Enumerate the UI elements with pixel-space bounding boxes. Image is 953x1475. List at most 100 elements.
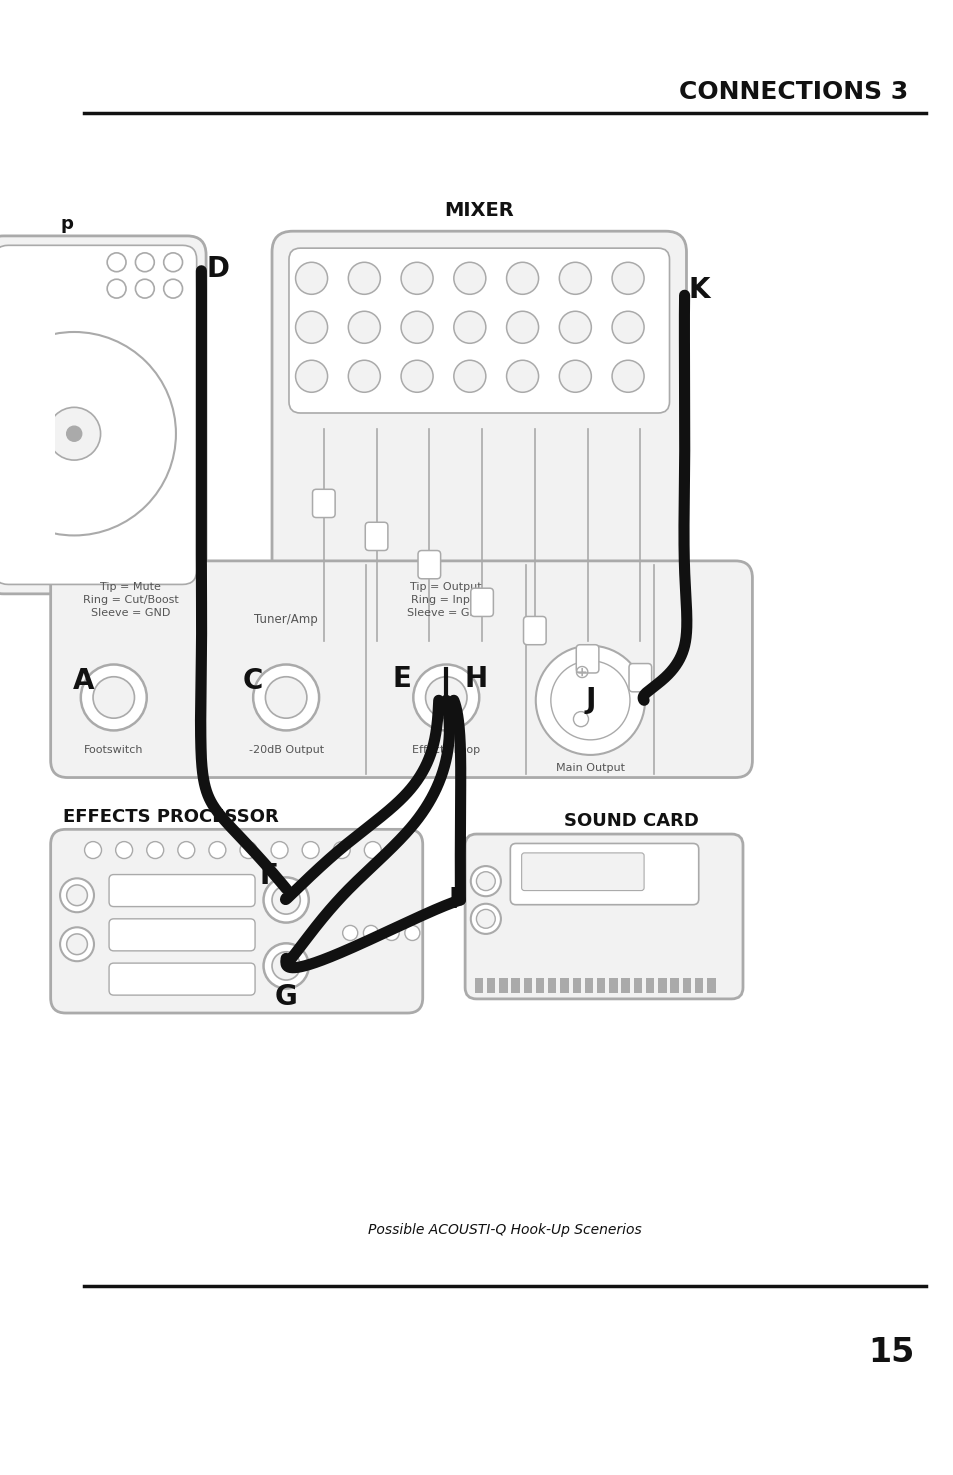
FancyBboxPatch shape: [576, 645, 598, 673]
Circle shape: [612, 263, 643, 295]
FancyBboxPatch shape: [109, 963, 254, 996]
Text: Effects Loop: Effects Loop: [412, 745, 480, 755]
Circle shape: [342, 925, 357, 941]
Circle shape: [253, 665, 319, 730]
Circle shape: [67, 934, 88, 954]
Circle shape: [413, 665, 478, 730]
FancyBboxPatch shape: [584, 978, 593, 993]
FancyBboxPatch shape: [694, 978, 702, 993]
Circle shape: [573, 711, 588, 727]
Circle shape: [454, 263, 485, 295]
Text: Tip = Output: Tip = Output: [410, 581, 481, 591]
Circle shape: [265, 677, 307, 718]
Text: EFFECTS PROCESSOR: EFFECTS PROCESSOR: [63, 808, 278, 826]
Circle shape: [263, 944, 309, 988]
Text: E: E: [392, 665, 411, 693]
Circle shape: [135, 252, 154, 271]
FancyBboxPatch shape: [272, 232, 686, 655]
Circle shape: [363, 925, 378, 941]
Circle shape: [209, 842, 226, 858]
FancyBboxPatch shape: [0, 245, 196, 584]
Text: Ring = Cut/Boost: Ring = Cut/Boost: [83, 594, 178, 605]
Circle shape: [348, 360, 380, 392]
Circle shape: [506, 263, 538, 295]
FancyBboxPatch shape: [523, 978, 532, 993]
Circle shape: [454, 360, 485, 392]
FancyBboxPatch shape: [658, 978, 666, 993]
Text: SOUND CARD: SOUND CARD: [564, 813, 699, 830]
Circle shape: [558, 311, 591, 344]
FancyBboxPatch shape: [523, 617, 545, 645]
Circle shape: [400, 360, 433, 392]
FancyBboxPatch shape: [498, 978, 507, 993]
FancyBboxPatch shape: [597, 978, 605, 993]
Text: -20dB Output: -20dB Output: [249, 745, 323, 755]
Circle shape: [272, 886, 300, 914]
Circle shape: [60, 878, 94, 912]
FancyBboxPatch shape: [417, 550, 440, 578]
Text: Tuner/Amp: Tuner/Amp: [254, 612, 317, 625]
Circle shape: [60, 928, 94, 962]
Text: Footswitch: Footswitch: [84, 745, 143, 755]
FancyBboxPatch shape: [670, 978, 679, 993]
Circle shape: [107, 279, 126, 298]
FancyBboxPatch shape: [465, 833, 742, 999]
Circle shape: [67, 426, 82, 441]
Circle shape: [177, 842, 194, 858]
FancyBboxPatch shape: [486, 978, 495, 993]
Text: G: G: [274, 982, 297, 1010]
Circle shape: [85, 842, 101, 858]
Circle shape: [558, 263, 591, 295]
Circle shape: [558, 360, 591, 392]
Circle shape: [164, 252, 182, 271]
Text: D: D: [206, 255, 229, 283]
Circle shape: [476, 872, 495, 891]
Circle shape: [348, 263, 380, 295]
FancyBboxPatch shape: [572, 978, 580, 993]
Circle shape: [404, 925, 419, 941]
Circle shape: [536, 646, 644, 755]
Text: I: I: [448, 886, 458, 914]
Circle shape: [400, 263, 433, 295]
Text: p: p: [60, 215, 72, 233]
Text: Tip = Mute: Tip = Mute: [100, 581, 161, 591]
FancyBboxPatch shape: [51, 829, 422, 1013]
Circle shape: [384, 925, 398, 941]
Text: F: F: [259, 863, 278, 891]
FancyBboxPatch shape: [536, 978, 543, 993]
Text: J: J: [584, 686, 595, 714]
Text: A: A: [72, 668, 94, 695]
Circle shape: [67, 885, 88, 906]
Text: MIXER: MIXER: [444, 201, 514, 220]
Text: C: C: [243, 668, 263, 695]
Text: K: K: [688, 276, 709, 304]
Circle shape: [454, 311, 485, 344]
FancyBboxPatch shape: [645, 978, 654, 993]
Circle shape: [612, 360, 643, 392]
FancyBboxPatch shape: [620, 978, 629, 993]
FancyBboxPatch shape: [521, 853, 643, 891]
Circle shape: [550, 661, 629, 740]
Circle shape: [240, 842, 256, 858]
Text: ⊕: ⊕: [572, 662, 589, 681]
Text: Sleeve = GND: Sleeve = GND: [406, 608, 485, 618]
Circle shape: [333, 842, 350, 858]
Text: Possible ACOUSTI-Q Hook-Up Scenerios: Possible ACOUSTI-Q Hook-Up Scenerios: [368, 1223, 640, 1236]
FancyBboxPatch shape: [510, 844, 698, 904]
Circle shape: [348, 311, 380, 344]
FancyBboxPatch shape: [559, 978, 568, 993]
FancyBboxPatch shape: [289, 248, 669, 413]
Circle shape: [295, 263, 327, 295]
Circle shape: [425, 677, 467, 718]
FancyBboxPatch shape: [633, 978, 641, 993]
Circle shape: [400, 311, 433, 344]
Text: Sleeve = GND: Sleeve = GND: [91, 608, 171, 618]
Circle shape: [48, 407, 100, 460]
Circle shape: [470, 904, 500, 934]
Text: Main Output: Main Output: [556, 764, 624, 773]
Circle shape: [0, 332, 175, 535]
Circle shape: [135, 279, 154, 298]
FancyBboxPatch shape: [609, 978, 618, 993]
Circle shape: [506, 360, 538, 392]
Text: H: H: [464, 665, 488, 693]
